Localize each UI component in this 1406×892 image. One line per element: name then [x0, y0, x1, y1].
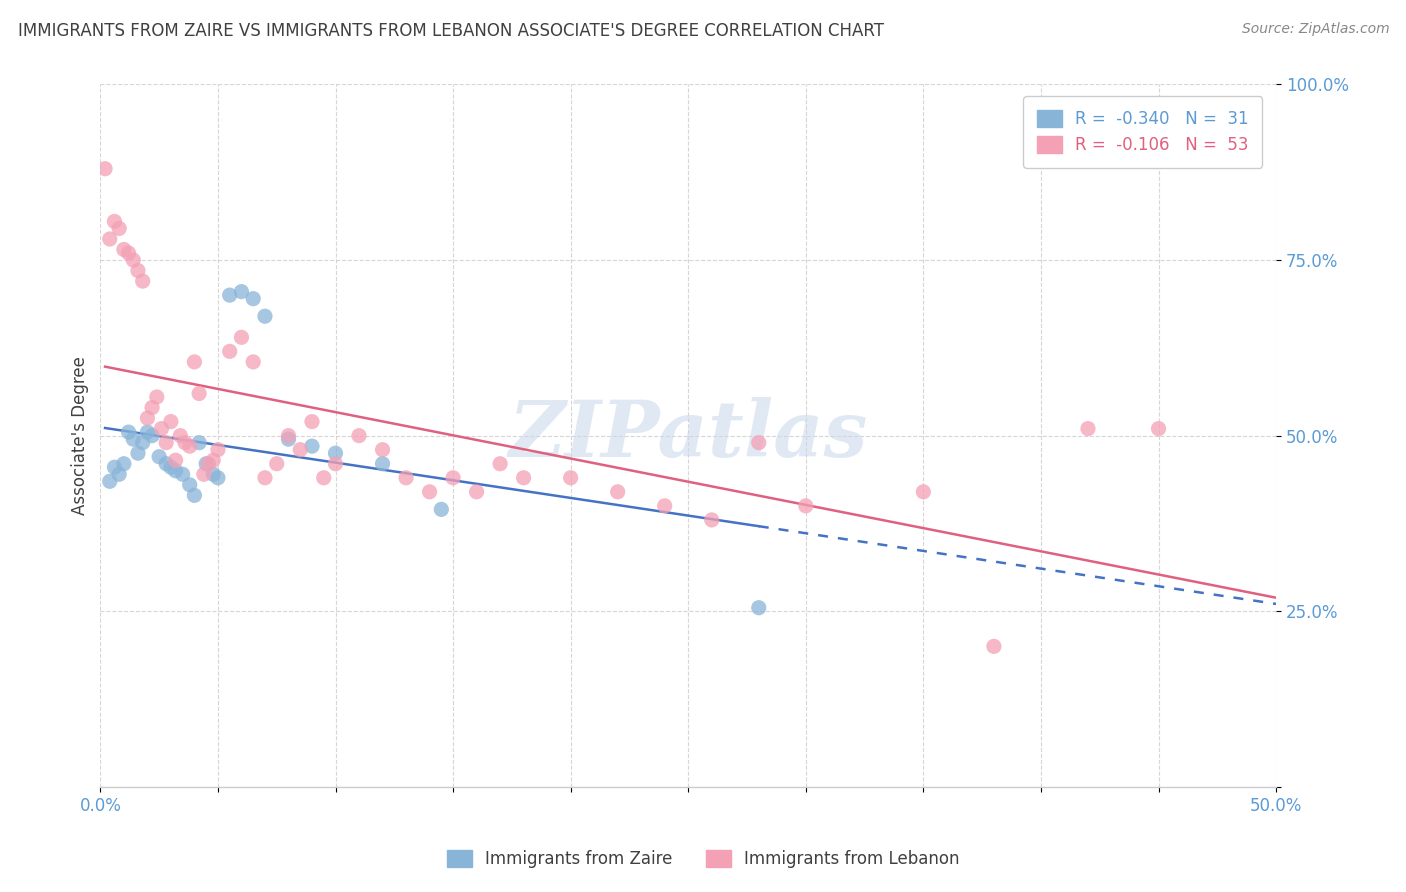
Legend: Immigrants from Zaire, Immigrants from Lebanon: Immigrants from Zaire, Immigrants from L… — [440, 843, 966, 875]
Point — [560, 471, 582, 485]
Point — [174, 435, 197, 450]
Point — [98, 232, 121, 246]
Point — [218, 288, 240, 302]
Point — [98, 475, 121, 489]
Point — [290, 442, 312, 457]
Point — [700, 513, 723, 527]
Point — [465, 484, 488, 499]
Point — [172, 467, 194, 482]
Point — [1147, 422, 1170, 436]
Point — [371, 442, 394, 457]
Point — [155, 435, 177, 450]
Point — [371, 457, 394, 471]
Point — [419, 484, 441, 499]
Legend: R =  -0.340   N =  31, R =  -0.106   N =  53: R = -0.340 N = 31, R = -0.106 N = 53 — [1024, 96, 1263, 168]
Point — [183, 355, 205, 369]
Point — [112, 457, 135, 471]
Point — [325, 446, 347, 460]
Point — [141, 401, 163, 415]
Point — [347, 428, 370, 442]
Point — [141, 428, 163, 442]
Point — [94, 161, 117, 176]
Point — [150, 422, 173, 436]
Point — [193, 467, 215, 482]
Point — [148, 450, 170, 464]
Point — [242, 292, 264, 306]
Point — [112, 243, 135, 257]
Point — [441, 471, 464, 485]
Point — [108, 221, 131, 235]
Point — [748, 435, 770, 450]
Point — [179, 478, 201, 492]
Point — [169, 428, 191, 442]
Point — [131, 435, 153, 450]
Point — [131, 274, 153, 288]
Point — [183, 488, 205, 502]
Point — [127, 263, 149, 277]
Point — [253, 310, 276, 324]
Point — [242, 355, 264, 369]
Point — [136, 411, 159, 425]
Point — [197, 457, 219, 471]
Point — [103, 214, 125, 228]
Point — [122, 253, 145, 268]
Point — [301, 415, 323, 429]
Point — [312, 471, 335, 485]
Point — [165, 453, 187, 467]
Point — [122, 432, 145, 446]
Point — [179, 439, 201, 453]
Point — [160, 415, 183, 429]
Text: ZIPatlas: ZIPatlas — [509, 398, 868, 474]
Point — [103, 460, 125, 475]
Point — [253, 471, 276, 485]
Point — [195, 457, 218, 471]
Point — [606, 484, 628, 499]
Point — [395, 471, 418, 485]
Point — [108, 467, 131, 482]
Point — [1077, 422, 1099, 436]
Point — [266, 457, 288, 471]
Point — [654, 499, 676, 513]
Point — [117, 425, 139, 439]
Point — [155, 457, 177, 471]
Point — [202, 467, 225, 482]
Text: IMMIGRANTS FROM ZAIRE VS IMMIGRANTS FROM LEBANON ASSOCIATE'S DEGREE CORRELATION : IMMIGRANTS FROM ZAIRE VS IMMIGRANTS FROM… — [18, 22, 884, 40]
Point — [207, 442, 229, 457]
Y-axis label: Associate's Degree: Associate's Degree — [72, 356, 89, 515]
Point — [512, 471, 534, 485]
Point — [325, 457, 347, 471]
Point — [117, 246, 139, 260]
Point — [277, 428, 299, 442]
Point — [188, 386, 211, 401]
Point — [912, 484, 935, 499]
Point — [136, 425, 159, 439]
Text: Source: ZipAtlas.com: Source: ZipAtlas.com — [1241, 22, 1389, 37]
Point — [748, 600, 770, 615]
Point — [207, 471, 229, 485]
Point — [430, 502, 453, 516]
Point — [983, 640, 1005, 654]
Point — [146, 390, 169, 404]
Point — [188, 435, 211, 450]
Point — [277, 432, 299, 446]
Point — [218, 344, 240, 359]
Point — [301, 439, 323, 453]
Point — [794, 499, 817, 513]
Point — [165, 464, 187, 478]
Point — [231, 330, 253, 344]
Point — [160, 460, 183, 475]
Point — [202, 453, 225, 467]
Point — [489, 457, 512, 471]
Point — [231, 285, 253, 299]
Point — [127, 446, 149, 460]
